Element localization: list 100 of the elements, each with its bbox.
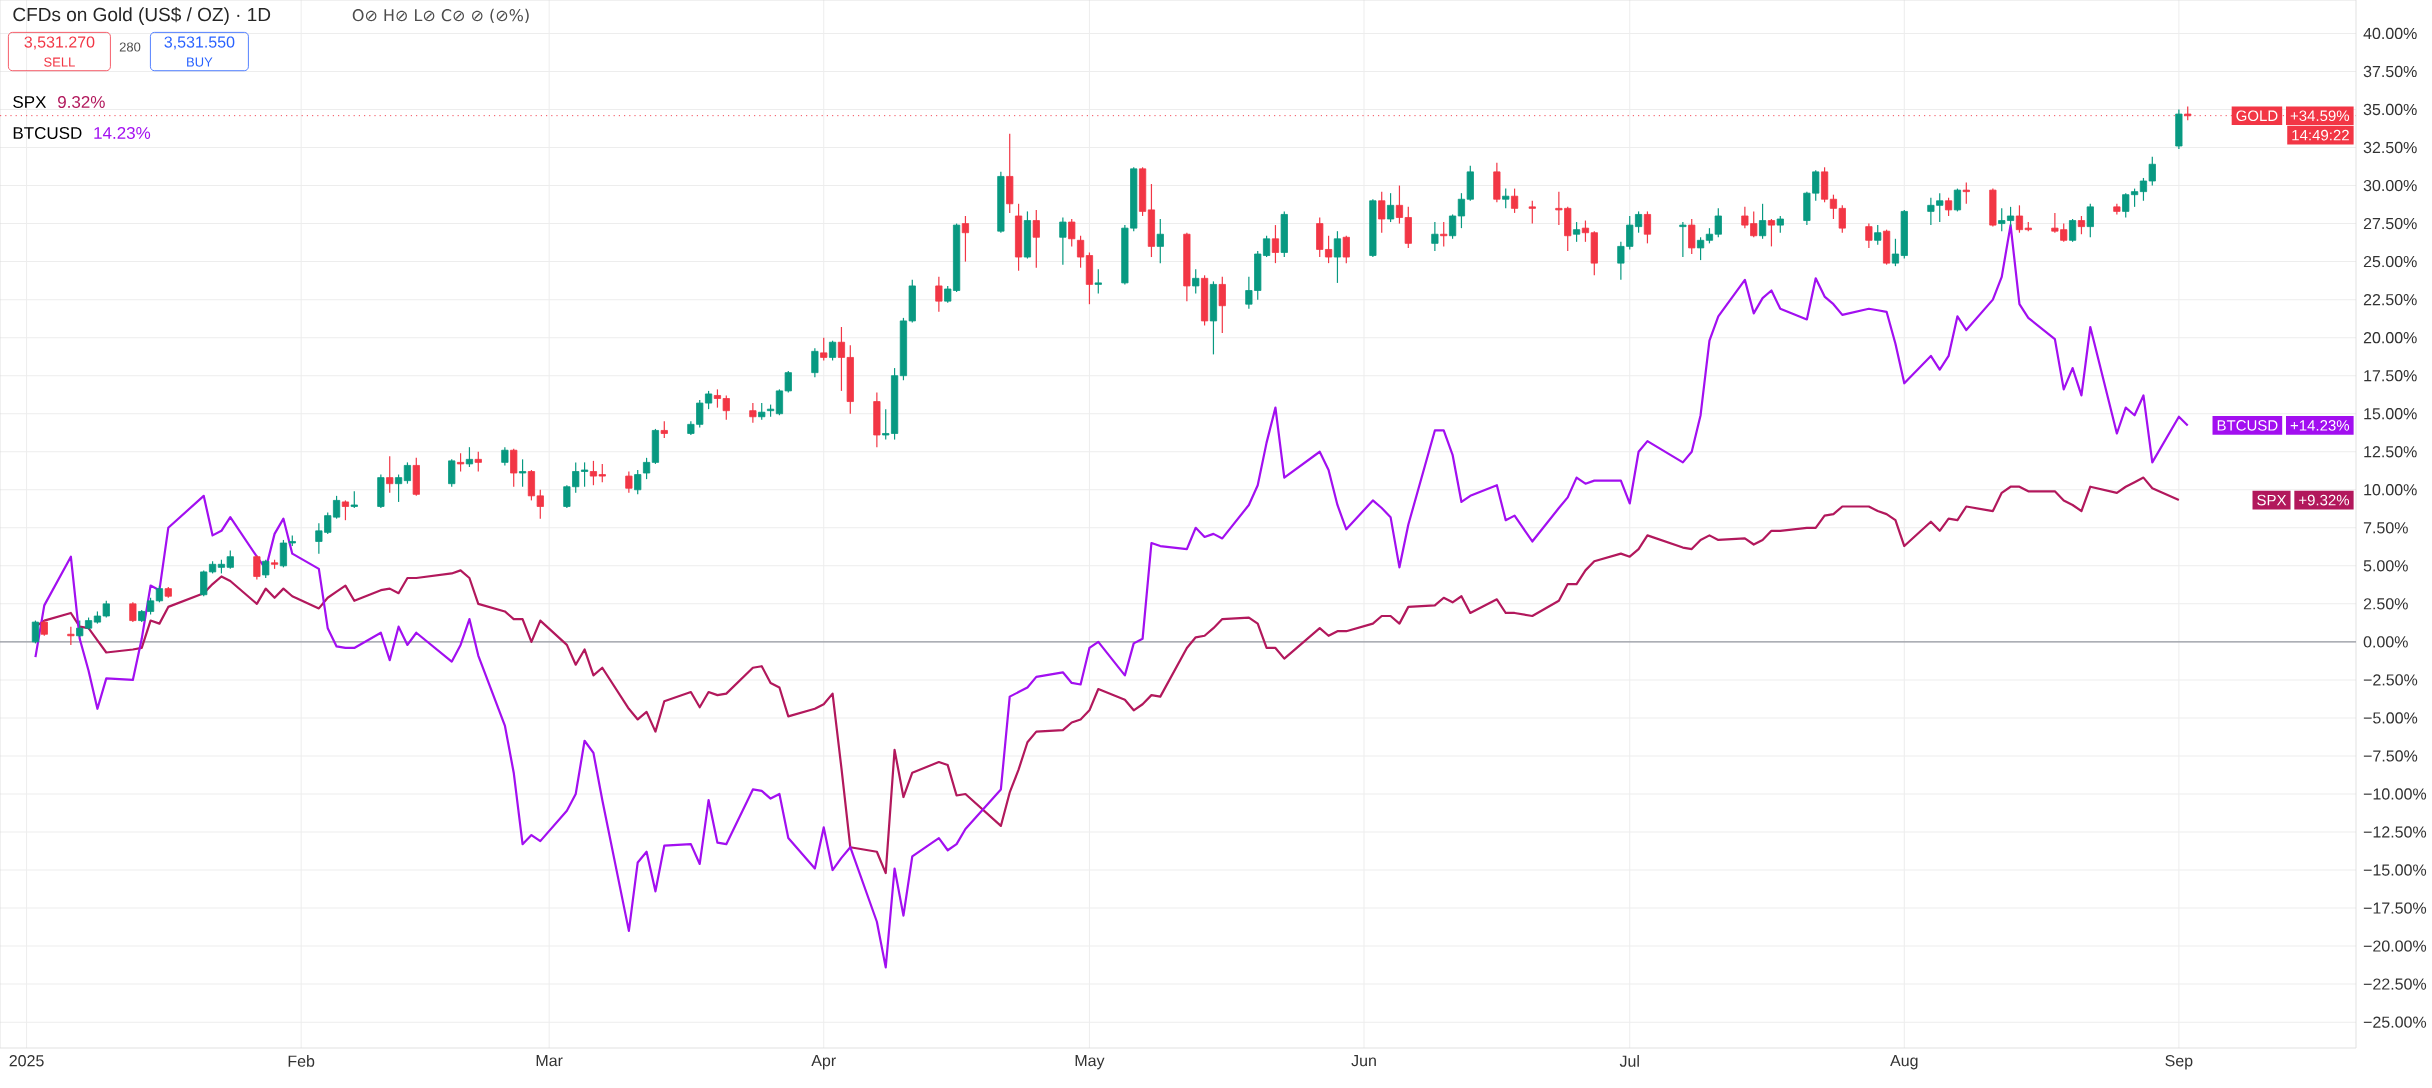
annotation: O⊘ H⊘ L⊘ C⊘ ⊘ (⊘%): [352, 8, 529, 24]
candlestick: [961, 215, 970, 263]
candlestick: [465, 446, 474, 468]
annotation: 14.23%: [94, 126, 151, 139]
candlestick: [510, 448, 518, 488]
candlestick: [67, 626, 75, 646]
candlestick: [1510, 187, 1519, 214]
legend-label: SPX: [2257, 494, 2287, 506]
candlestick: [1094, 268, 1102, 295]
annotation: +34.59%: [2290, 110, 2350, 122]
candlestick: [448, 458, 456, 488]
legend-label: BTCUSD: [2217, 420, 2278, 431]
candlestick: [403, 461, 412, 485]
y-tick-label: 35.00%: [2363, 103, 2417, 116]
x-tick-label: Feb: [288, 1055, 315, 1067]
y-tick-label: −25.00%: [2363, 1016, 2427, 1028]
candlestick: [749, 402, 757, 424]
y-tick-label: 0.00%: [2363, 636, 2408, 648]
y-tick-label: 10.00%: [2364, 484, 2417, 496]
y-tick-label: 25.00%: [2363, 255, 2417, 268]
y-tick-label: 5.00%: [2363, 560, 2408, 572]
x-tick-label: Jul: [1619, 1055, 1639, 1067]
candlestick: [1679, 221, 1687, 258]
y-tick-label: 27.50%: [2363, 217, 2417, 230]
candlestick: [2086, 203, 2094, 238]
x-tick-label: Jun: [1351, 1055, 1376, 1067]
candlestick: [1032, 209, 1040, 269]
candlestick: [1696, 236, 1705, 261]
y-tick-label: −12.50%: [2363, 826, 2427, 838]
candlestick: [1076, 235, 1085, 269]
candlestick: [625, 470, 633, 494]
candlestick: [935, 276, 943, 313]
annotation: 3,531.270: [24, 36, 95, 50]
y-tick-label: 17.50%: [2364, 370, 2417, 382]
candlestick: [2069, 218, 2077, 243]
candlestick: [828, 340, 837, 362]
y-tick-label: 40.00%: [2363, 27, 2417, 40]
candlestick: [1962, 181, 1970, 205]
candlestick: [129, 601, 137, 623]
candlestick: [1059, 216, 1067, 266]
candlestick: [1431, 221, 1439, 252]
y-tick-label: 7.50%: [2363, 522, 2408, 534]
annotation: 14:49:22: [2292, 129, 2349, 141]
candlestick: [341, 499, 350, 521]
candlestick: [1688, 218, 1696, 255]
candlestick: [1874, 224, 1882, 246]
x-tick-label: Aug: [1890, 1055, 1918, 1070]
candlestick: [501, 446, 509, 467]
y-tick-label: −5.00%: [2363, 712, 2418, 724]
x-tick-label: Apr: [811, 1055, 836, 1070]
candlestick: [1944, 197, 1953, 217]
annotation: SELL: [44, 57, 75, 67]
candlestick: [1865, 222, 1873, 249]
candlestick: [456, 452, 465, 473]
candlestick: [474, 451, 482, 473]
annotation: 3,531.550: [164, 36, 235, 50]
candlestick: [1643, 210, 1652, 244]
y-tick-label: 37.50%: [2363, 65, 2417, 78]
y-tick-label: 30.00%: [2363, 179, 2417, 192]
y-tick-label: −10.00%: [2363, 788, 2427, 800]
y-tick-label: 20.00%: [2363, 332, 2417, 344]
y-tick-label: 32.50%: [2363, 141, 2417, 154]
candlestick: [1528, 200, 1536, 225]
x-tick-label: May: [1075, 1055, 1105, 1070]
candlestick: [518, 458, 527, 488]
candlestick: [1068, 218, 1076, 247]
x-tick-label: Mar: [536, 1055, 563, 1067]
x-tick-label: 2025: [9, 1055, 44, 1067]
candlestick: [394, 473, 403, 503]
text: SPX: [13, 95, 47, 108]
annotation: 280: [119, 42, 141, 52]
candlestick: [634, 469, 642, 495]
candlestick: [262, 559, 270, 579]
candlestick: [811, 347, 819, 378]
candlestick: [1271, 224, 1280, 264]
y-tick-label: 22.50%: [2363, 293, 2417, 306]
candlestick: [1386, 192, 1395, 223]
y-tick-label: −2.50%: [2363, 674, 2418, 686]
candlestick: [1342, 235, 1350, 264]
annotation: +9.32%: [2299, 494, 2350, 506]
y-tick-label: 15.00%: [2364, 408, 2417, 420]
candlestick: [1218, 276, 1226, 334]
candlestick: [1440, 221, 1448, 247]
y-tick-label: −22.50%: [2363, 978, 2427, 990]
candlestick: [1378, 191, 1386, 234]
candlestick: [2077, 215, 2086, 235]
annotation: BUY: [187, 57, 213, 67]
candlestick: [1767, 218, 1776, 247]
candlestick: [1192, 268, 1200, 295]
annotation: 9.32%: [58, 95, 105, 108]
annotation: +14.23%: [2290, 420, 2350, 431]
candlestick: [820, 337, 828, 362]
legend-label: GOLD: [2236, 110, 2278, 122]
y-tick-label: −20.00%: [2363, 940, 2427, 952]
x-tick-label: Sep: [2165, 1055, 2193, 1070]
candlestick: [1156, 218, 1164, 264]
y-tick-label: −7.50%: [2363, 750, 2418, 762]
candlestick: [1759, 203, 1767, 240]
candlestick: [642, 457, 651, 480]
candlestick: [253, 554, 261, 581]
